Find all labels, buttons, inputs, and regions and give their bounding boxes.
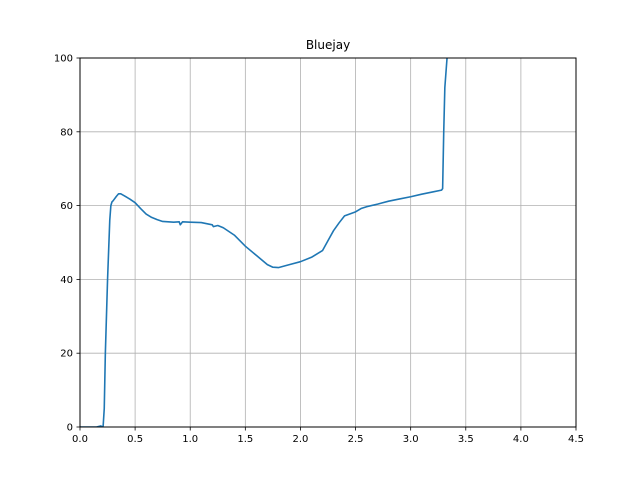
x-tick-label: 2.0	[292, 434, 308, 445]
x-tick-label: 1.5	[237, 434, 253, 445]
series-layer	[80, 58, 448, 427]
y-tick-label: 40	[60, 275, 73, 286]
x-tick-label: 1.0	[182, 434, 198, 445]
x-tick-label: 3.5	[458, 434, 474, 445]
x-tick-label: 4.0	[513, 434, 529, 445]
series-line-0	[80, 58, 448, 427]
x-tick-label: 0.0	[72, 434, 88, 445]
axis-ticks: 0.0 0.5 1.0 1.5 2.0 2.5 3.0 3.5 4.0 4.5 0 20 40 60 80 1…	[54, 54, 584, 446]
y-tick-label: 100	[54, 54, 73, 65]
x-tick-label: 3.0	[403, 434, 419, 445]
plot-frame	[79, 57, 577, 428]
y-tick-label: 80	[60, 127, 73, 138]
x-tick-label: 0.5	[127, 434, 143, 445]
x-tick-label: 4.5	[568, 434, 584, 445]
y-tick-label: 0	[67, 423, 73, 434]
y-tick-label: 60	[60, 201, 73, 212]
y-tick-label: 20	[60, 349, 73, 360]
chart-title: Bluejay	[306, 38, 350, 52]
x-tick-label: 2.5	[348, 434, 364, 445]
